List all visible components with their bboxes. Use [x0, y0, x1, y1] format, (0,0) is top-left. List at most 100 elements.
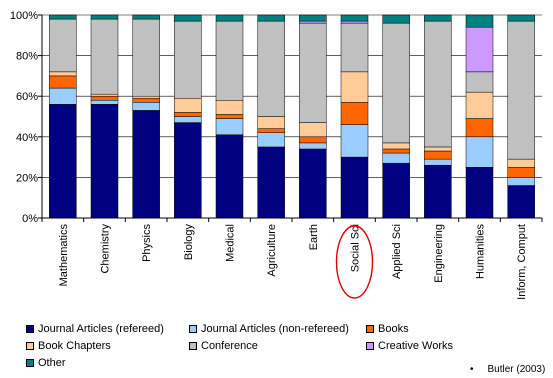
- bar-segment-book-chapters: [465, 91, 494, 119]
- bar-mathematics: [49, 14, 77, 219]
- x-tick-label-physics: Physics: [141, 224, 153, 262]
- bar-segment-conference: [465, 71, 494, 93]
- bars: [49, 14, 535, 219]
- bar-segment-journal-articles-refereed: [174, 122, 202, 219]
- highlight-circle: [335, 225, 374, 299]
- bar-segment-creative-works: [340, 20, 369, 24]
- bar-medical: [215, 14, 244, 219]
- bar-segment-book-chapters: [132, 95, 160, 99]
- bar-segment-journal-articles-non-refereed: [507, 177, 535, 186]
- bar-segment-journal-articles-non-refereed: [382, 152, 410, 164]
- x-tick-label-inform-comput: Inform, Comput: [516, 224, 528, 300]
- legend-label: Conference: [201, 340, 258, 352]
- legend-label: Books: [378, 323, 409, 335]
- bar-biology: [174, 14, 202, 219]
- bar-segment-journal-articles-non-refereed: [90, 100, 119, 105]
- bar-segment-journal-articles-non-refereed: [49, 87, 77, 105]
- bar-segment-conference: [299, 22, 327, 123]
- bar-engineering: [424, 14, 452, 219]
- bar-segment-conference: [257, 20, 285, 117]
- legend-label: Creative Works: [378, 340, 453, 352]
- legend-item-book-chapters: Book Chapters: [26, 340, 111, 352]
- bar-segment-book-chapters: [299, 122, 327, 138]
- bar-segment-other: [465, 14, 494, 28]
- bar-segment-conference: [382, 22, 410, 144]
- y-tick-label: 60%: [16, 91, 38, 103]
- legend-item-books: Books: [366, 323, 409, 335]
- bar-segment-conference: [424, 20, 452, 148]
- bar-segment-journal-articles-non-refereed: [424, 158, 452, 166]
- bar-segment-conference: [132, 18, 160, 97]
- bar-segment-books: [174, 112, 202, 117]
- bar-segment-journal-articles-refereed: [49, 104, 77, 219]
- bar-applied-sci: [382, 14, 410, 219]
- citation-bullet: •: [470, 364, 474, 375]
- bar-segment-other: [299, 14, 327, 22]
- bar-segment-conference: [49, 18, 77, 73]
- bar-segment-other: [132, 14, 160, 20]
- legend-item-creative-works: Creative Works: [366, 340, 453, 352]
- bar-agriculture: [257, 14, 285, 219]
- bar-segment-journal-articles-refereed: [299, 148, 327, 219]
- axes: [38, 14, 543, 222]
- legend-item-conference: Conference: [189, 340, 258, 352]
- y-tick-labels: 0% 20% 40% 60% 80% 100%: [10, 10, 38, 225]
- bar-segment-book-chapters: [424, 146, 452, 152]
- bar-segment-conference: [507, 20, 535, 160]
- y-tick-label: 20%: [16, 172, 38, 184]
- x-tick-label-medical: Medical: [225, 224, 237, 262]
- bar-segment-conference: [174, 20, 202, 99]
- bar-segment-other: [257, 14, 285, 22]
- bar-earth: [299, 14, 327, 219]
- gridlines: [42, 14, 542, 178]
- bar-segment-other: [215, 14, 244, 22]
- x-tick-label-engineering: Engineering: [433, 224, 445, 283]
- bar-segment-journal-articles-refereed: [215, 134, 244, 219]
- bar-segment-books: [132, 97, 160, 103]
- bar-segment-journal-articles-non-refereed: [257, 132, 285, 148]
- bar-segment-journal-articles-refereed: [340, 156, 369, 219]
- bar-segment-journal-articles-refereed: [257, 146, 285, 219]
- bar-segment-other: [174, 14, 202, 22]
- legend-swatch: [366, 325, 374, 333]
- citation: • Butler (2003): [470, 364, 545, 375]
- x-tick-label-applied-sci: Applied Sci: [391, 224, 403, 279]
- bar-segment-journal-articles-non-refereed: [174, 116, 202, 123]
- bar-segment-books: [49, 75, 77, 89]
- x-tick-label-social-sci: Social Sci: [350, 224, 362, 272]
- bar-segment-books: [507, 167, 535, 178]
- x-tick-label-agriculture: Agriculture: [266, 224, 278, 277]
- bar-segment-journal-articles-non-refereed: [340, 124, 369, 158]
- bar-segment-other: [340, 14, 369, 22]
- bar-segment-creative-works: [299, 20, 327, 24]
- x-tick-label-earth: Earth: [308, 224, 320, 250]
- bar-segment-journal-articles-non-refereed: [465, 136, 494, 168]
- bar-segment-journal-articles-non-refereed: [299, 142, 327, 150]
- bar-segment-books: [382, 148, 410, 154]
- bar-segment-other: [382, 14, 410, 24]
- bar-segment-book-chapters: [507, 158, 535, 168]
- y-tick-label: 80%: [16, 51, 38, 63]
- bar-segment-creative-works: [465, 26, 494, 73]
- x-tick-label-humanities: Humanities: [475, 224, 487, 280]
- legend-swatch: [189, 342, 197, 350]
- legend-label: Book Chapters: [38, 340, 111, 352]
- bar-inform-comput: [507, 14, 535, 219]
- x-tick-labels: Mathematics Chemistry Physics Biology Medica…: [58, 224, 528, 300]
- bar-segment-journal-articles-non-refereed: [215, 118, 244, 136]
- x-tick-label-biology: Biology: [183, 224, 195, 261]
- bar-segment-book-chapters: [90, 93, 119, 97]
- bar-segment-other: [49, 14, 77, 20]
- bar-segment-book-chapters: [174, 97, 202, 113]
- bar-segment-book-chapters: [340, 71, 369, 103]
- legend-swatch: [366, 342, 374, 350]
- bar-segment-books: [465, 118, 494, 138]
- bar-segment-journal-articles-refereed: [424, 164, 452, 219]
- bar-segment-books: [340, 102, 369, 125]
- bar-segment-other: [90, 14, 119, 20]
- x-tick-label-chemistry: Chemistry: [100, 224, 112, 274]
- legend-label: Journal Articles (non-refereed): [201, 323, 349, 335]
- bar-segment-journal-articles-refereed: [132, 110, 160, 219]
- x-tick-label-mathematics: Mathematics: [58, 224, 70, 287]
- bar-segment-books: [424, 150, 452, 160]
